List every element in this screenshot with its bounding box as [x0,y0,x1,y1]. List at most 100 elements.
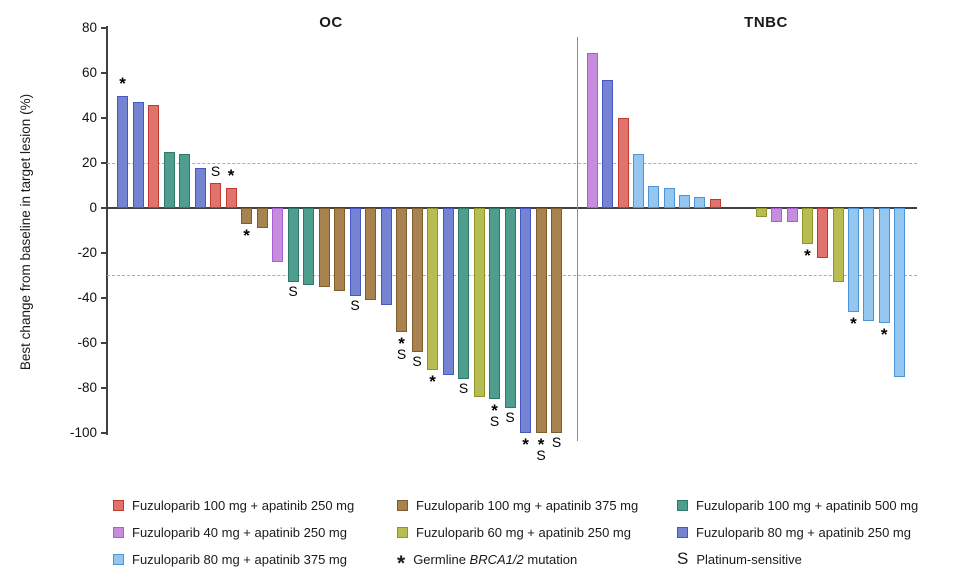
legend-label: Fuzuloparib 80 mg + apatinib 250 mg [696,524,911,540]
y-tick-label: 80 [81,20,97,35]
legend-item: Fuzuloparib 60 mg + apatinib 250 mg [397,521,631,543]
patient-bar [878,208,890,323]
panel-title-tnbc: TNBC [744,14,788,31]
platinum-sensitive-s: S [677,549,689,568]
patient-bar [396,208,407,332]
patient-bar [303,208,314,285]
patient-bar [117,95,128,208]
platinum-sensitive-s: S [396,345,407,362]
y-tick-mark [101,207,107,209]
patient-bar [334,208,345,292]
patient-bar [380,208,392,305]
oc-tnbc-separator-line [577,37,579,441]
patient-bar [442,208,454,375]
platinum-sensitive-s: S [489,413,500,430]
brca-mutation-asterisk: * [491,401,498,421]
legend-swatch-f80a375 [113,553,124,565]
patient-bar [633,154,645,208]
y-tick-mark [101,72,107,74]
legend-swatch-f60a250 [397,526,408,538]
legend-label: Platinum-sensitive [696,551,802,567]
legend-swatch-f80a250 [677,526,688,538]
legend-swatch-f100a375 [397,499,408,511]
patient-bar [272,208,283,262]
platinum-sensitive-s: S [536,447,546,463]
patient-bar [225,187,237,208]
patient-bar [365,208,376,301]
patient-bar [163,151,175,208]
patient-bar [648,185,660,208]
patient-bar [771,208,783,222]
patient-bar [318,208,330,287]
platinum-sensitive-s: S [551,434,562,450]
y-axis-label: Best change from baseline in target lesi… [18,93,33,371]
patient-bar [287,208,299,283]
brca-mutation-asterisk: * [429,372,436,391]
legend: Fuzuloparib 100 mg + apatinib 250 mg Fuzu… [0,488,976,575]
legend-swatch-f40a250 [113,526,124,538]
patient-bar [894,208,905,377]
patient-bar [148,104,159,208]
patient-bar [473,208,485,397]
patient-bar [179,154,190,208]
patient-bar [679,194,691,208]
y-tick-mark [101,342,107,344]
patient-bar [817,208,829,258]
legend-label: Fuzuloparib 100 mg + apatinib 250 mg [132,497,355,513]
platinum-sensitive-s: S [412,353,422,369]
y-tick-mark [101,432,107,434]
y-tick-label: 0 [89,200,97,215]
legend-label: Fuzuloparib 100 mg + apatinib 375 mg [416,497,639,513]
patient-bar [847,208,859,312]
patient-bar [256,208,268,229]
patient-bar [709,199,721,208]
legend-swatch-f100a500 [677,499,688,511]
patient-bar [755,208,767,217]
y-tick-mark [101,117,107,119]
y-tick-label: -80 [77,380,97,395]
legend-label: Fuzuloparib 80 mg + apatinib 375 mg [132,551,347,567]
patient-bar [504,208,516,409]
brca-mutation-asterisk: * [398,333,405,353]
brca-mutation-asterisk: * [397,552,406,575]
patient-bar [786,208,798,222]
legend-item: Fuzuloparib 100 mg + apatinib 250 mg [113,494,354,516]
legend-label-part: BRCA1/2 [469,551,524,567]
patient-bar [801,208,813,244]
y-tick-mark [101,252,107,254]
platinum-sensitive-s: S [505,409,515,426]
brca-mutation-asterisk: * [227,165,235,185]
patient-bar [210,183,221,208]
platinum-sensitive-s: S [350,296,360,313]
patient-bar [551,208,562,433]
legend-item: Fuzuloparib 100 mg + apatinib 500 mg [677,494,918,516]
y-axis-line [106,26,108,435]
legend-label: Germline BRCA1/2 mutation [413,552,577,567]
brca-mutation-asterisk: * [537,435,545,454]
legend-item: * Germline BRCA1/2 mutation [397,548,577,575]
patient-bar [520,208,531,433]
legend-item: Fuzuloparib 40 mg + apatinib 250 mg [113,521,347,543]
legend-label: Fuzuloparib 40 mg + apatinib 250 mg [132,524,347,540]
patient-bar [411,208,423,352]
patient-bar [194,167,206,208]
patient-bar [489,208,500,400]
patient-bar [832,208,844,283]
brca-mutation-asterisk: * [522,435,529,454]
patient-bar [587,52,598,208]
legend-item: Fuzuloparib 100 mg + apatinib 375 mg [397,494,638,516]
platinum-sensitive-s: S [210,163,221,180]
platinum-sensitive-s: S [288,283,298,300]
legend-label: Fuzuloparib 100 mg + apatinib 500 mg [696,497,919,513]
legend-label-part: mutation [523,551,578,567]
patient-bar [349,208,361,296]
y-tick-label: 60 [81,65,97,80]
legend-item: Fuzuloparib 80 mg + apatinib 375 mg [113,548,347,570]
patient-bar [694,196,706,208]
panel-title-oc: OC [319,14,343,31]
brca-mutation-asterisk: * [243,225,250,245]
y-tick-label: -40 [77,290,97,305]
zero-baseline [107,207,917,209]
patient-bar [241,208,252,224]
